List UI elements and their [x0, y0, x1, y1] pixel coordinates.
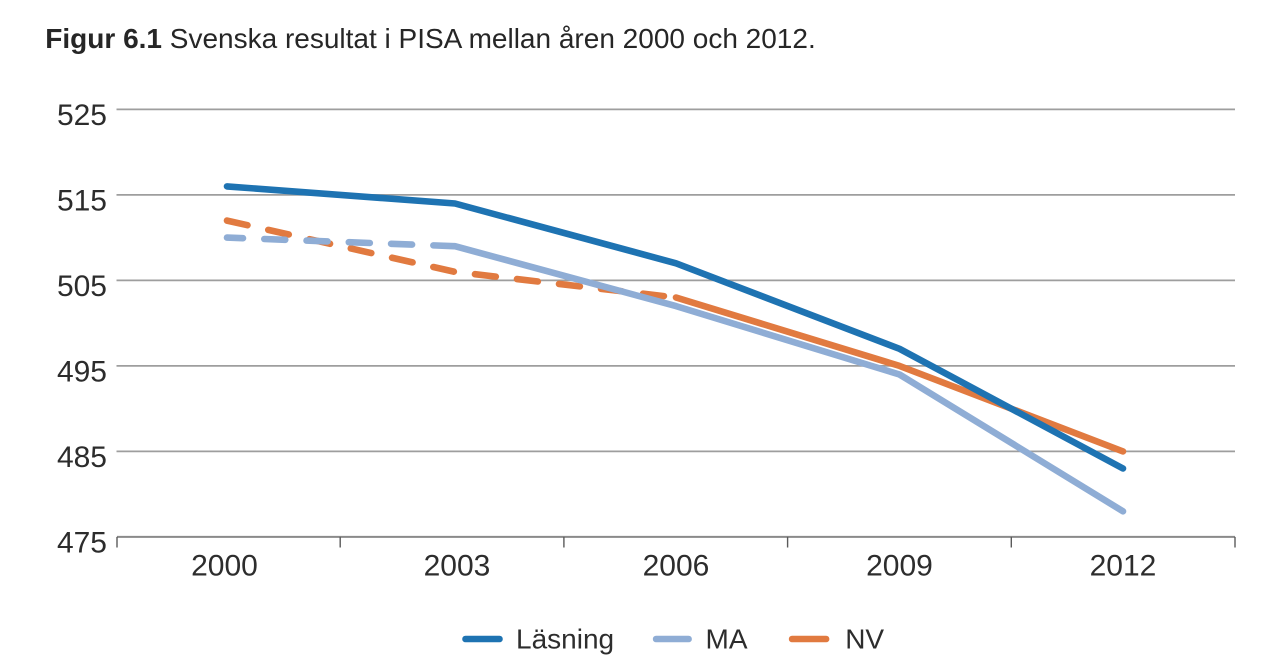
- svg-text:495: 495: [57, 356, 107, 389]
- svg-text:MA: MA: [706, 623, 748, 654]
- svg-text:2009: 2009: [866, 550, 933, 583]
- svg-text:Figur 6.1 Svenska resultat i P: Figur 6.1 Svenska resultat i PISA mellan…: [45, 23, 815, 54]
- svg-text:2003: 2003: [424, 550, 491, 583]
- svg-text:2006: 2006: [643, 550, 710, 583]
- svg-text:515: 515: [57, 185, 107, 218]
- svg-text:NV: NV: [845, 623, 884, 654]
- svg-text:2000: 2000: [191, 550, 258, 583]
- svg-text:475: 475: [57, 527, 107, 560]
- svg-text:525: 525: [57, 99, 107, 132]
- svg-text:505: 505: [57, 270, 107, 303]
- svg-text:2012: 2012: [1090, 550, 1157, 583]
- svg-text:Läsning: Läsning: [516, 623, 614, 654]
- svg-text:485: 485: [57, 441, 107, 474]
